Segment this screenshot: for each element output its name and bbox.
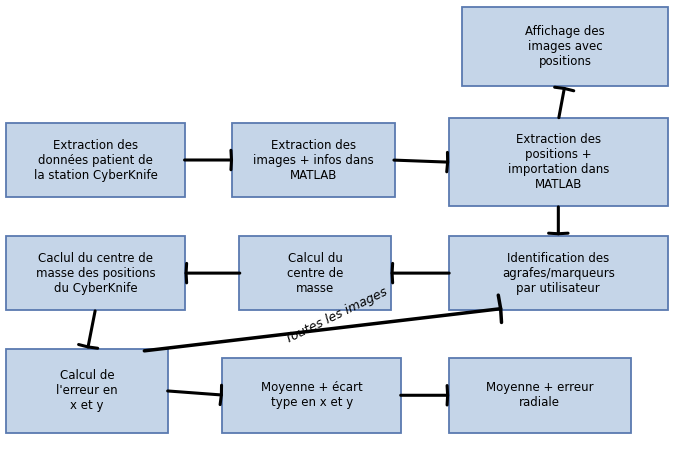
FancyBboxPatch shape	[222, 358, 401, 433]
Text: Toutes les images: Toutes les images	[284, 286, 390, 346]
FancyBboxPatch shape	[232, 123, 394, 197]
FancyBboxPatch shape	[6, 349, 168, 433]
Text: Moyenne + erreur
radiale: Moyenne + erreur radiale	[486, 381, 594, 409]
FancyBboxPatch shape	[449, 236, 668, 311]
Text: Calcul de
l'erreur en
x et y: Calcul de l'erreur en x et y	[57, 369, 118, 412]
Text: Extraction des
données patient de
la station CyberKnife: Extraction des données patient de la sta…	[34, 138, 157, 181]
FancyBboxPatch shape	[462, 7, 668, 87]
FancyBboxPatch shape	[6, 123, 185, 197]
Text: Extraction des
images + infos dans
MATLAB: Extraction des images + infos dans MATLA…	[253, 138, 374, 181]
Text: Calcul du
centre de
masse: Calcul du centre de masse	[287, 251, 343, 294]
FancyBboxPatch shape	[239, 236, 391, 311]
FancyBboxPatch shape	[449, 358, 631, 433]
FancyBboxPatch shape	[449, 118, 668, 207]
Text: Moyenne + écart
type en x et y: Moyenne + écart type en x et y	[261, 381, 363, 409]
Text: Identification des
agrafes/marqueurs
par utilisateur: Identification des agrafes/marqueurs par…	[502, 251, 615, 294]
Text: Caclul du centre de
masse des positions
du CyberKnife: Caclul du centre de masse des positions …	[36, 251, 155, 294]
Text: Affichage des
images avec
positions: Affichage des images avec positions	[525, 25, 605, 68]
Text: Extraction des
positions +
importation dans
MATLAB: Extraction des positions + importation d…	[507, 133, 609, 191]
FancyBboxPatch shape	[6, 236, 185, 311]
